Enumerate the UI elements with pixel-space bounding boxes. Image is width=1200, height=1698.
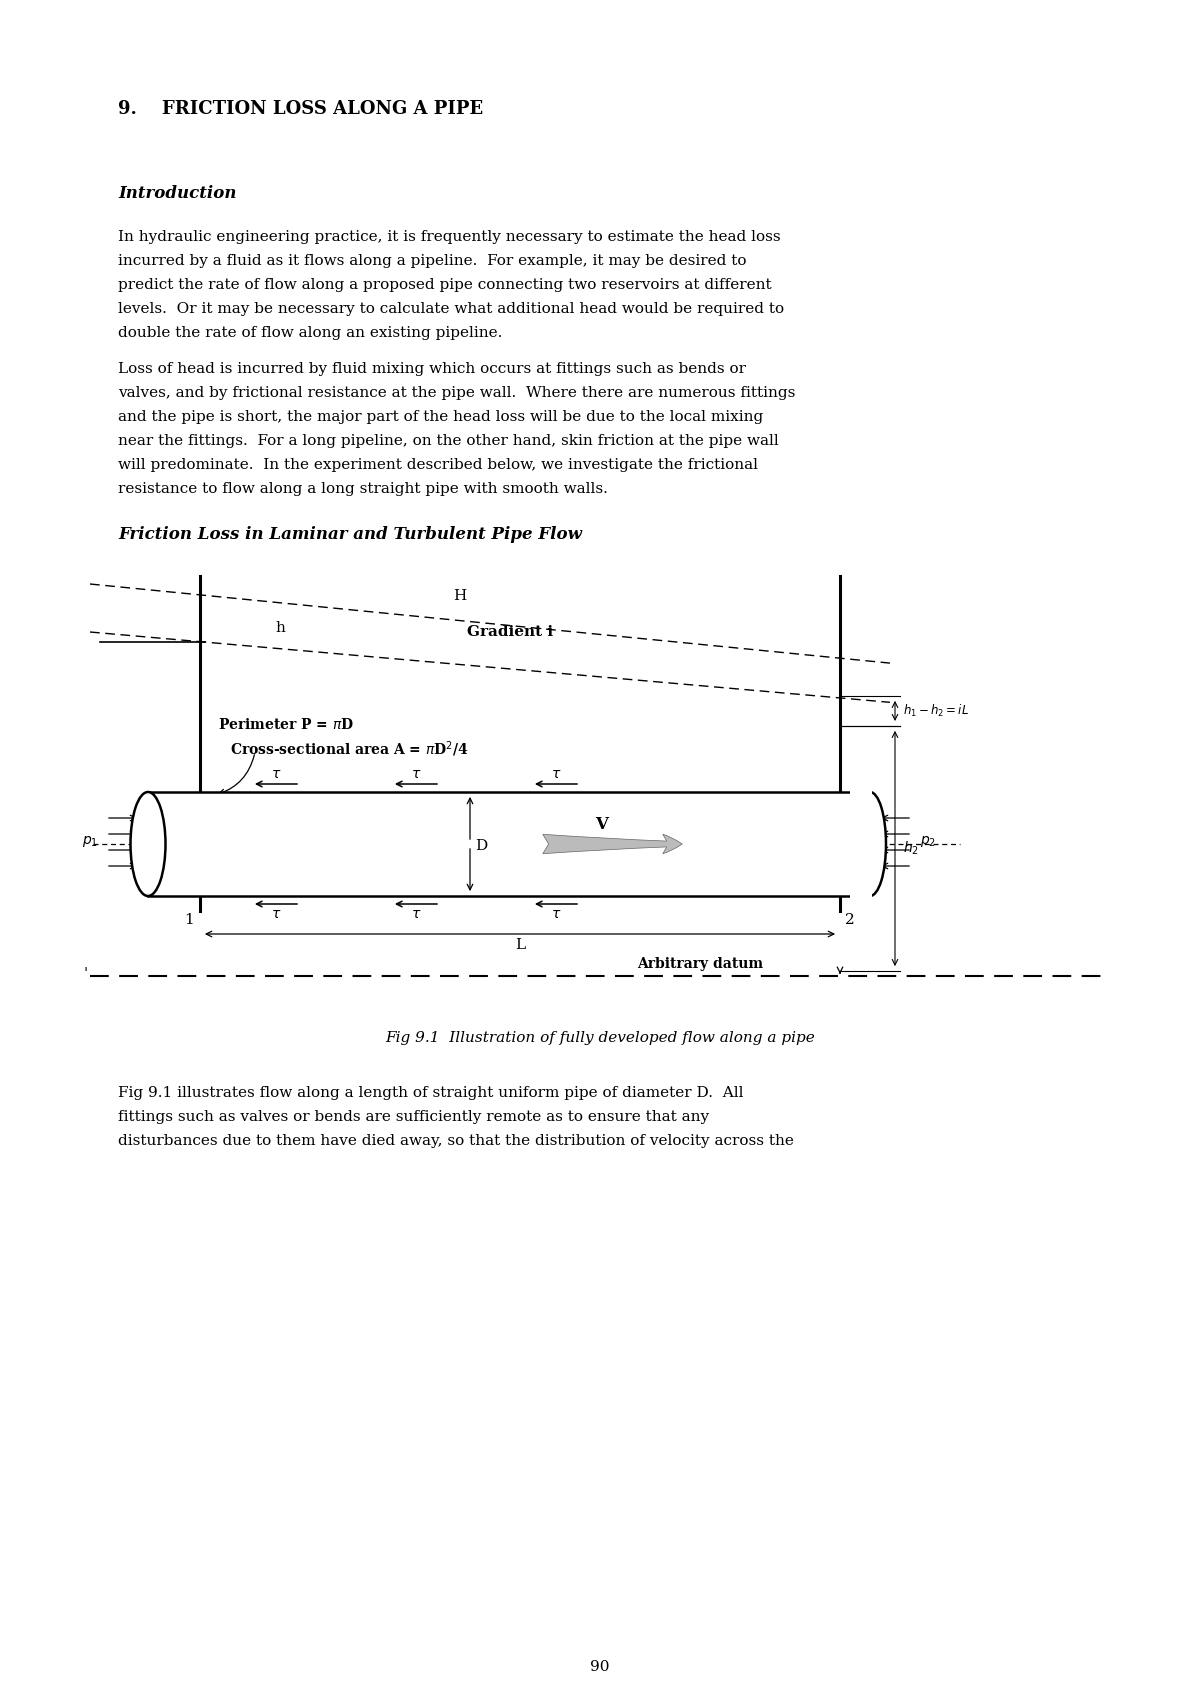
Text: levels.  Or it may be necessary to calculate what additional head would be requi: levels. Or it may be necessary to calcul… <box>118 302 784 316</box>
Text: $p_2$: $p_2$ <box>920 834 936 849</box>
Text: L: L <box>515 937 526 953</box>
Text: will predominate.  In the experiment described below, we investigate the frictio: will predominate. In the experiment desc… <box>118 458 758 472</box>
Text: fittings such as valves or bends are sufficiently remote as to ensure that any: fittings such as valves or bends are suf… <box>118 1110 709 1124</box>
Text: Arbitrary datum: Arbitrary datum <box>637 958 763 971</box>
Text: disturbances due to them have died away, so that the distribution of velocity ac: disturbances due to them have died away,… <box>118 1134 794 1148</box>
Text: Fig 9.1 illustrates flow along a length of straight uniform pipe of diameter D. : Fig 9.1 illustrates flow along a length … <box>118 1087 744 1100</box>
Text: D: D <box>475 839 487 852</box>
Text: and the pipe is short, the major part of the head loss will be due to the local : and the pipe is short, the major part of… <box>118 409 763 424</box>
Text: 90: 90 <box>590 1661 610 1674</box>
Text: V: V <box>595 817 608 834</box>
Text: Perimeter P = $\pi$D: Perimeter P = $\pi$D <box>218 717 354 732</box>
Text: $\tau$: $\tau$ <box>410 907 421 920</box>
Text: $\tau$: $\tau$ <box>410 767 421 781</box>
Text: Friction Loss in Laminar and Turbulent Pipe Flow: Friction Loss in Laminar and Turbulent P… <box>118 526 582 543</box>
Text: $\tau$: $\tau$ <box>271 767 281 781</box>
Text: In hydraulic engineering practice, it is frequently necessary to estimate the he: In hydraulic engineering practice, it is… <box>118 229 781 245</box>
Text: Cross-sectional area A = $\pi$D$^2$/4: Cross-sectional area A = $\pi$D$^2$/4 <box>230 739 468 759</box>
Text: $h_1 - h_2 = iL$: $h_1 - h_2 = iL$ <box>904 703 970 718</box>
Text: $\tau$: $\tau$ <box>271 907 281 920</box>
Text: Introduction: Introduction <box>118 185 236 202</box>
Text: incurred by a fluid as it flows along a pipeline.  For example, it may be desire: incurred by a fluid as it flows along a … <box>118 255 746 268</box>
Text: valves, and by frictional resistance at the pipe wall.  Where there are numerous: valves, and by frictional resistance at … <box>118 385 796 401</box>
Text: $\tau$: $\tau$ <box>551 767 562 781</box>
Text: $h_2$: $h_2$ <box>904 841 919 857</box>
Text: 1: 1 <box>185 914 194 927</box>
Text: Loss of head is incurred by fluid mixing which occurs at fittings such as bends : Loss of head is incurred by fluid mixing… <box>118 362 746 375</box>
Text: predict the rate of flow along a proposed pipe connecting two reservoirs at diff: predict the rate of flow along a propose… <box>118 278 772 292</box>
Text: h: h <box>275 621 284 635</box>
Text: H: H <box>454 589 467 603</box>
Text: Fig 9.1  Illustration of fully developed flow along a pipe: Fig 9.1 Illustration of fully developed … <box>385 1031 815 1044</box>
Text: Gradient i: Gradient i <box>467 625 553 638</box>
Text: $\tau$: $\tau$ <box>551 907 562 920</box>
Text: 2: 2 <box>845 914 854 927</box>
Text: near the fittings.  For a long pipeline, on the other hand, skin friction at the: near the fittings. For a long pipeline, … <box>118 435 779 448</box>
Ellipse shape <box>131 791 166 897</box>
Bar <box>148 791 870 897</box>
Text: 9.    FRICTION LOSS ALONG A PIPE: 9. FRICTION LOSS ALONG A PIPE <box>118 100 484 117</box>
Ellipse shape <box>854 791 886 897</box>
Text: $p_1$: $p_1$ <box>82 834 98 849</box>
Text: ': ' <box>84 966 88 981</box>
Text: resistance to flow along a long straight pipe with smooth walls.: resistance to flow along a long straight… <box>118 482 608 496</box>
Text: double the rate of flow along an existing pipeline.: double the rate of flow along an existin… <box>118 326 503 340</box>
Bar <box>850 790 872 898</box>
